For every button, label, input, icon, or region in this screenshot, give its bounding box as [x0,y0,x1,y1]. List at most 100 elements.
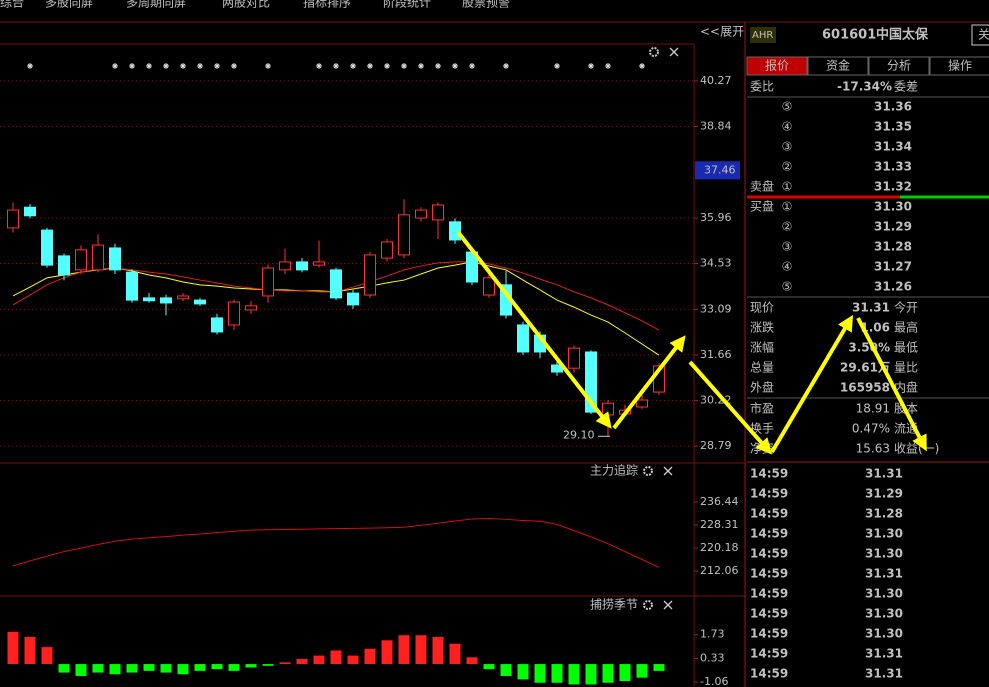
tab-label[interactable]: 分析 [887,59,911,73]
label: 最低 [894,341,918,355]
label: 委差 [894,80,918,94]
candle-body [347,292,359,306]
menu-item[interactable]: 综合 [0,0,24,10]
y-tick-label: 28.79 [700,439,732,452]
bar [619,664,631,682]
star [129,63,135,69]
candle-body [75,249,87,271]
menu-item[interactable]: 多股同屏 [45,0,93,10]
trade-price: 31.31 [865,647,903,661]
candle-body [245,305,257,311]
candle-body [160,297,172,304]
settings-icon[interactable] [649,47,659,57]
expand-button[interactable]: <<展开 [700,25,744,39]
y-tick-label: 236.44 [700,495,739,508]
y-tick-label: 31.66 [700,348,732,361]
star [214,63,220,69]
menu-item[interactable]: 多周期同屏 [126,0,186,10]
bar [313,655,325,665]
candle-body [92,244,104,271]
level: ① [782,180,793,194]
candle-body [636,399,648,408]
arrow [456,230,612,429]
candle-body [177,295,189,300]
candle-body [585,351,597,413]
bar [160,664,172,673]
arrow [856,317,927,452]
y-tick-label: 30.22 [700,394,732,407]
bar [466,657,478,665]
candle-body [483,277,495,296]
star [180,63,186,69]
ask-price: 31.35 [874,120,912,134]
y-tick-label: 38.84 [700,119,732,132]
candle-body [568,347,580,369]
candle-body [194,299,206,305]
trade-time: 14:59 [750,627,788,641]
label: 今开 [894,300,918,315]
value: 3.50% [848,341,890,355]
candle-body [58,255,70,276]
label: 市盈 [750,401,774,416]
bar [143,664,155,671]
candle-body [432,204,444,221]
level: ④ [782,120,793,134]
close-icon[interactable] [663,466,673,476]
tab[interactable] [868,56,930,76]
indicator-line [12,517,660,568]
candle-body [109,247,121,271]
star [350,63,356,69]
close-icon[interactable] [669,47,679,57]
low-label: 29.10 [563,428,595,441]
bar [330,650,342,665]
candle-body [262,267,274,297]
close-icon[interactable] [663,600,673,610]
tab[interactable] [746,56,808,76]
bar [500,664,512,676]
star [418,63,424,69]
menu-item[interactable]: 阶段统计 [383,0,431,10]
tab-label[interactable]: 资金 [826,58,850,73]
badge: AHR [752,30,773,41]
y-tick-label: -1.06 [700,675,728,687]
star [401,63,407,69]
label: 换手 [750,422,774,436]
trade-price: 31.30 [865,527,903,541]
trade-price: 31.31 [865,467,903,481]
bar [483,664,495,670]
tab-label[interactable]: 操作 [948,58,972,73]
trade-time: 14:59 [750,607,788,621]
trade-price: 31.30 [865,587,903,601]
close-button[interactable]: 关 [978,28,989,42]
trade-price: 31.31 [865,567,903,581]
bar [653,664,665,671]
value: 18.91 [856,402,890,416]
value: 31.31 [852,301,890,315]
label: 内盘 [894,380,918,395]
value: 1.06 [860,321,890,335]
close-box[interactable] [971,24,989,46]
stock-name: 中国太保 [876,27,929,43]
bar [602,664,614,683]
level: ⑤ [782,280,793,294]
trade-price: 31.30 [865,547,903,561]
settings-icon[interactable] [643,466,653,476]
y-tick-label: 35.96 [700,211,732,224]
bar [194,664,206,671]
bar [126,664,138,673]
tab[interactable] [929,56,989,76]
menu-item[interactable]: 两股对比 [222,0,270,10]
bar [211,664,223,670]
menu-item[interactable]: 指标排序 [303,0,351,10]
badge-bg [750,27,776,43]
star [333,63,339,69]
y-tick-label: 212.06 [700,564,739,577]
tab-label[interactable]: 报价 [765,58,789,73]
ask-price: 31.33 [874,160,912,174]
bar [228,664,240,671]
star [231,63,237,69]
settings-icon[interactable] [643,600,653,610]
menu-item[interactable]: 股票预警 [462,0,510,10]
tab[interactable] [807,56,869,76]
y-tick-label: 220.18 [700,541,739,554]
